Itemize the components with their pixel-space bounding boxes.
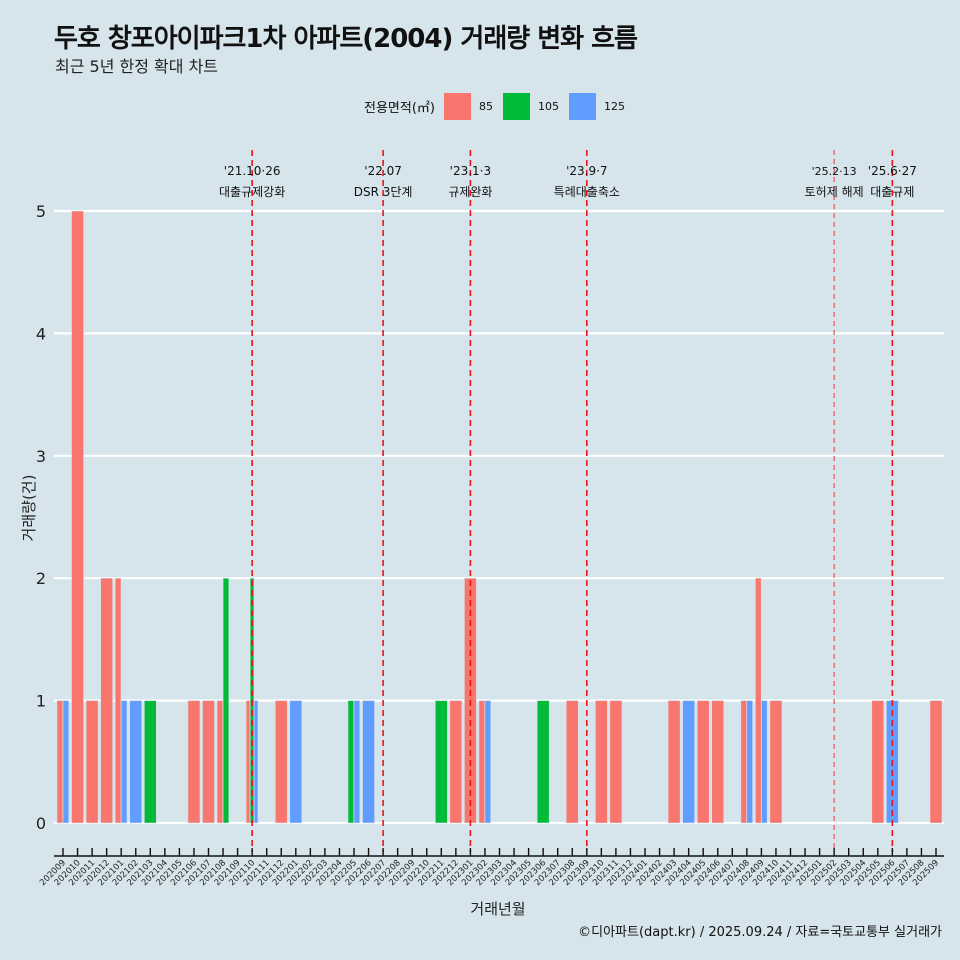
event-date: '22.07 bbox=[364, 164, 402, 178]
bar-202302-85 bbox=[478, 700, 486, 824]
legend-label-125: 125 bbox=[603, 100, 625, 113]
bar-202311-85 bbox=[609, 700, 623, 824]
bar-202409-125 bbox=[761, 700, 768, 824]
bar-202205-125 bbox=[353, 700, 361, 824]
legend: 전용면적(㎡) 85 105 125 bbox=[364, 93, 635, 120]
bar-202009-85 bbox=[56, 700, 64, 824]
legend-key-125 bbox=[568, 93, 596, 120]
bar-202010-85 bbox=[71, 210, 84, 824]
event-lines: '21.10·26 대출규제강화 '22.07 DSR 3단계 '23.1·3 규제완화 '… bbox=[219, 150, 917, 852]
bar-202509-85 bbox=[929, 700, 943, 824]
legend-label-85: 85 bbox=[478, 100, 493, 113]
y-tick-label: 5 bbox=[36, 202, 46, 221]
chart-title: 두호 창포아이파크1차 아파트(2004) 거래량 변화 흐름 bbox=[54, 24, 638, 54]
legend-key-85 bbox=[443, 93, 471, 120]
event-label: 특례대출축소 bbox=[554, 185, 620, 199]
legend-label-105: 105 bbox=[537, 100, 559, 113]
bar-202403-85 bbox=[667, 700, 681, 824]
bar-202505-85 bbox=[871, 700, 885, 824]
legend-title: 전용면적(㎡) bbox=[364, 101, 435, 116]
event-date: '21.10·26 bbox=[224, 164, 281, 178]
bar-202310-85 bbox=[595, 700, 608, 824]
y-tick-label: 3 bbox=[36, 447, 46, 466]
legend-key-105 bbox=[502, 93, 530, 120]
y-tick-label: 4 bbox=[36, 324, 46, 343]
y-tick-label: 2 bbox=[36, 569, 46, 588]
event-label: 대출규제강화 bbox=[219, 185, 285, 199]
bars bbox=[56, 210, 943, 824]
event-label: 토허제 해제 bbox=[805, 185, 864, 199]
bar-202101-125 bbox=[120, 700, 128, 824]
bar-202212-85 bbox=[449, 700, 463, 824]
bar-202408-125 bbox=[746, 700, 753, 824]
bar-202306-105 bbox=[536, 700, 550, 824]
event-date: '25.2·13 bbox=[812, 165, 857, 178]
bar-202404-125 bbox=[682, 700, 695, 824]
bar-202308-85 bbox=[565, 700, 579, 824]
bar-202211-105 bbox=[434, 700, 448, 824]
bar-202408-85 bbox=[740, 700, 747, 824]
bar-202107-85 bbox=[202, 700, 215, 824]
event-label: 대출규제 bbox=[870, 185, 914, 199]
bar-202410-85 bbox=[769, 700, 783, 824]
event-label: 규제완화 bbox=[448, 185, 492, 199]
gridlines bbox=[54, 209, 944, 825]
bar-202409-85 bbox=[755, 577, 762, 824]
bar-202206-125 bbox=[362, 700, 375, 824]
chart-subtitle: 최근 5년 한정 확대 차트 bbox=[55, 57, 219, 76]
event-date: '23.9·7 bbox=[566, 164, 607, 178]
y-tick-label: 1 bbox=[36, 692, 46, 711]
source-caption: ©디아파트(dapt.kr) / 2025.09.24 / 자료=국토교통부 실… bbox=[578, 925, 942, 940]
bar-202009-125 bbox=[62, 700, 70, 824]
bar-202302-125 bbox=[484, 700, 492, 824]
bar-202012-85 bbox=[100, 577, 113, 824]
x-axis-title: 거래년월 bbox=[470, 900, 525, 918]
bar-202110-125 bbox=[253, 700, 259, 824]
bar-202101-85 bbox=[114, 577, 122, 824]
bar-202108-105 bbox=[222, 577, 230, 824]
bar-202205-105 bbox=[347, 700, 355, 824]
bar-202011-85 bbox=[85, 700, 99, 824]
y-axis-title: 거래량(건) bbox=[20, 475, 38, 542]
bar-202102-125 bbox=[129, 700, 143, 824]
bar-202112-85 bbox=[274, 700, 288, 824]
bar-202201-125 bbox=[289, 700, 303, 824]
bar-202405-85 bbox=[696, 700, 710, 824]
y-tick-label: 0 bbox=[36, 814, 46, 833]
bar-202103-105 bbox=[143, 700, 157, 824]
event-date: '23.1·3 bbox=[450, 164, 491, 178]
event-date: '25.6·27 bbox=[868, 164, 917, 178]
bar-202110-85 bbox=[245, 700, 251, 824]
bar-202108-85 bbox=[216, 700, 224, 824]
event-label: DSR 3단계 bbox=[354, 185, 413, 199]
bar-202406-85 bbox=[711, 700, 725, 824]
bar-202106-85 bbox=[187, 700, 201, 824]
